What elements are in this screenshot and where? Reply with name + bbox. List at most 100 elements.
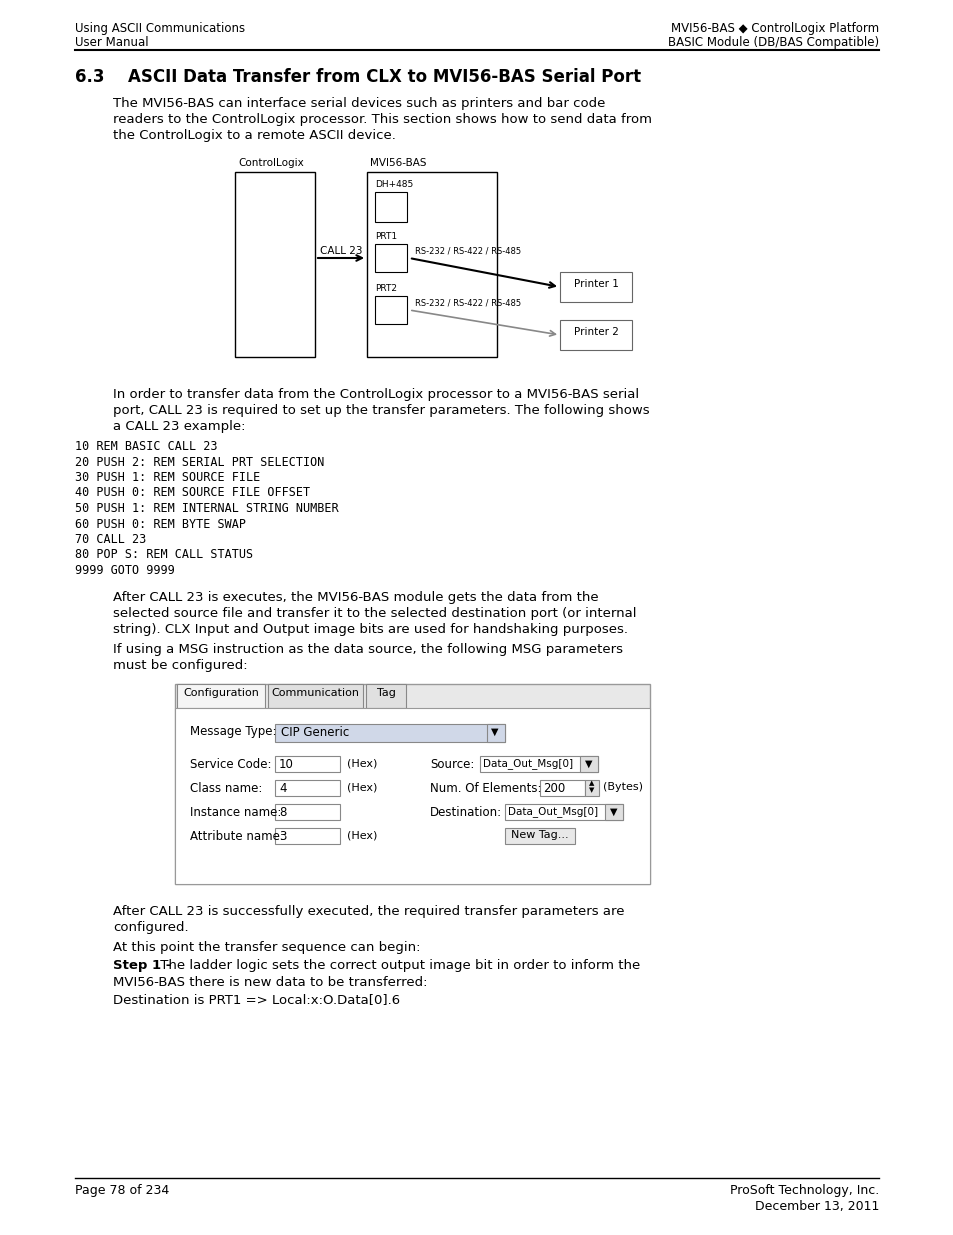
Text: 3: 3: [278, 830, 286, 844]
Text: RS-232 / RS-422 / RS-485: RS-232 / RS-422 / RS-485: [415, 298, 520, 308]
Text: configured.: configured.: [112, 921, 189, 935]
Text: 50 PUSH 1: REM INTERNAL STRING NUMBER: 50 PUSH 1: REM INTERNAL STRING NUMBER: [75, 501, 338, 515]
Text: CIP Generic: CIP Generic: [281, 726, 349, 740]
Text: Class name:: Class name:: [190, 782, 262, 794]
Text: Attribute name:: Attribute name:: [190, 830, 284, 842]
Bar: [539, 779, 584, 795]
Text: Page 78 of 234: Page 78 of 234: [75, 1184, 169, 1197]
Text: selected source file and transfer it to the selected destination port (or intern: selected source file and transfer it to …: [112, 608, 636, 620]
Text: New Tag...: New Tag...: [511, 830, 568, 841]
Text: RS-232 / RS-422 / RS-485: RS-232 / RS-422 / RS-485: [415, 246, 520, 254]
Bar: [274, 756, 339, 772]
Text: PRT1: PRT1: [375, 232, 396, 241]
Text: Printer 1: Printer 1: [573, 279, 618, 289]
Bar: [274, 804, 339, 820]
Text: 70 CALL 23: 70 CALL 23: [75, 534, 146, 546]
Text: At this point the transfer sequence can begin:: At this point the transfer sequence can …: [112, 941, 420, 955]
Text: User Manual: User Manual: [75, 36, 149, 49]
Text: After CALL 23 is executes, the MVI56-BAS module gets the data from the: After CALL 23 is executes, the MVI56-BAS…: [112, 592, 598, 604]
Bar: [366, 683, 406, 708]
Text: 20 PUSH 2: REM SERIAL PRT SELECTION: 20 PUSH 2: REM SERIAL PRT SELECTION: [75, 456, 324, 468]
Bar: [375, 245, 407, 272]
Text: The ladder logic sets the correct output image bit in order to inform the: The ladder logic sets the correct output…: [156, 960, 639, 972]
Text: ▼: ▼: [491, 726, 498, 736]
Text: 40 PUSH 0: REM SOURCE FILE OFFSET: 40 PUSH 0: REM SOURCE FILE OFFSET: [75, 487, 310, 499]
Bar: [375, 296, 407, 324]
Text: (Hex): (Hex): [347, 758, 377, 768]
Text: port, CALL 23 is required to set up the transfer parameters. The following shows: port, CALL 23 is required to set up the …: [112, 404, 649, 417]
Text: Configuration: Configuration: [183, 688, 258, 699]
Text: ▲: ▲: [589, 781, 594, 787]
Text: Data_Out_Msg[0]: Data_Out_Msg[0]: [507, 806, 598, 818]
Text: Communication: Communication: [271, 688, 358, 699]
Text: (Bytes): (Bytes): [602, 783, 642, 793]
Text: Destination is PRT1 => Local:x:O.Data[0].6: Destination is PRT1 => Local:x:O.Data[0]…: [112, 993, 399, 1007]
Text: If using a MSG instruction as the data source, the following MSG parameters: If using a MSG instruction as the data s…: [112, 643, 622, 657]
Text: December 13, 2011: December 13, 2011: [754, 1200, 878, 1213]
Text: the ControlLogix to a remote ASCII device.: the ControlLogix to a remote ASCII devic…: [112, 128, 395, 142]
Text: ▼: ▼: [584, 758, 592, 768]
Bar: [604, 804, 622, 820]
Bar: [559, 272, 631, 303]
Bar: [486, 724, 504, 741]
Bar: [584, 779, 598, 795]
Text: (Hex): (Hex): [347, 783, 377, 793]
Bar: [274, 827, 339, 844]
Text: ProSoft Technology, Inc.: ProSoft Technology, Inc.: [729, 1184, 878, 1197]
Bar: [268, 683, 363, 708]
Bar: [559, 320, 631, 350]
Bar: [504, 827, 575, 844]
Text: ControlLogix: ControlLogix: [237, 158, 303, 168]
Text: 8: 8: [278, 806, 286, 820]
Text: 60 PUSH 0: REM BYTE SWAP: 60 PUSH 0: REM BYTE SWAP: [75, 517, 246, 531]
Text: MVI56-BAS ◆ ControlLogix Platform: MVI56-BAS ◆ ControlLogix Platform: [670, 22, 878, 35]
Bar: [367, 172, 497, 357]
Text: Source:: Source:: [430, 757, 474, 771]
Text: The MVI56-BAS can interface serial devices such as printers and bar code: The MVI56-BAS can interface serial devic…: [112, 98, 605, 110]
Text: Tag: Tag: [376, 688, 395, 699]
Text: must be configured:: must be configured:: [112, 659, 248, 673]
Bar: [504, 804, 622, 820]
Text: 200: 200: [542, 783, 565, 795]
Text: Printer 2: Printer 2: [573, 327, 618, 337]
Text: 80 POP S: REM CALL STATUS: 80 POP S: REM CALL STATUS: [75, 548, 253, 562]
Text: BASIC Module (DB/BAS Compatible): BASIC Module (DB/BAS Compatible): [667, 36, 878, 49]
Text: ASCII Data Transfer from CLX to MVI56-BAS Serial Port: ASCII Data Transfer from CLX to MVI56-BA…: [128, 68, 640, 86]
Text: 10: 10: [278, 758, 294, 772]
Bar: [479, 756, 598, 772]
Text: Data_Out_Msg[0]: Data_Out_Msg[0]: [482, 758, 573, 769]
Text: 30 PUSH 1: REM SOURCE FILE: 30 PUSH 1: REM SOURCE FILE: [75, 471, 260, 484]
Text: Step 1 -: Step 1 -: [112, 960, 172, 972]
Text: ▼: ▼: [589, 788, 594, 794]
Bar: [579, 756, 598, 772]
Text: 6.3: 6.3: [75, 68, 105, 86]
Bar: [274, 779, 339, 795]
Bar: [174, 708, 649, 883]
Bar: [274, 724, 504, 741]
Text: In order to transfer data from the ControlLogix processor to a MVI56-BAS serial: In order to transfer data from the Contr…: [112, 388, 639, 401]
Text: PRT2: PRT2: [375, 284, 396, 293]
Text: ▼: ▼: [610, 806, 618, 816]
Text: 4: 4: [278, 783, 286, 795]
Text: DH+485: DH+485: [375, 180, 413, 189]
Text: MVI56-BAS there is new data to be transferred:: MVI56-BAS there is new data to be transf…: [112, 976, 427, 988]
Bar: [234, 172, 314, 357]
Text: 10 REM BASIC CALL 23: 10 REM BASIC CALL 23: [75, 440, 217, 453]
Text: CALL 23: CALL 23: [319, 246, 362, 256]
Text: string). CLX Input and Output image bits are used for handshaking purposes.: string). CLX Input and Output image bits…: [112, 624, 627, 636]
Text: Message Type:: Message Type:: [190, 725, 276, 739]
Text: 9999 GOTO 9999: 9999 GOTO 9999: [75, 564, 174, 577]
Text: MVI56-BAS: MVI56-BAS: [370, 158, 426, 168]
Bar: [177, 683, 265, 708]
Text: Instance name:: Instance name:: [190, 805, 281, 819]
Text: Using ASCII Communications: Using ASCII Communications: [75, 22, 245, 35]
Bar: [375, 191, 407, 222]
Text: (Hex): (Hex): [347, 830, 377, 841]
Text: Destination:: Destination:: [430, 805, 501, 819]
Text: a CALL 23 example:: a CALL 23 example:: [112, 420, 245, 433]
Text: readers to the ControlLogix processor. This section shows how to send data from: readers to the ControlLogix processor. T…: [112, 112, 651, 126]
Text: Service Code:: Service Code:: [190, 757, 272, 771]
Text: Num. Of Elements:: Num. Of Elements:: [430, 782, 541, 794]
Bar: [174, 683, 649, 883]
Text: After CALL 23 is successfully executed, the required transfer parameters are: After CALL 23 is successfully executed, …: [112, 905, 624, 919]
